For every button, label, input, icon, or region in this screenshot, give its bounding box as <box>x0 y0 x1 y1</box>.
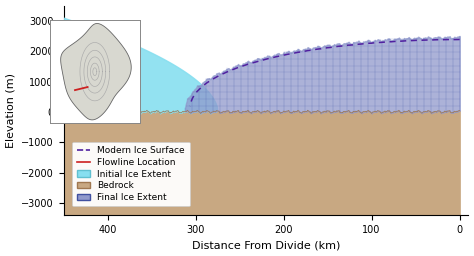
X-axis label: Distance From Divide (km): Distance From Divide (km) <box>192 240 340 250</box>
Legend: Modern Ice Surface, Flowline Location, Initial Ice Extent, Bedrock, Final Ice Ex: Modern Ice Surface, Flowline Location, I… <box>72 142 190 206</box>
Polygon shape <box>61 24 131 120</box>
Y-axis label: Elevation (m): Elevation (m) <box>6 73 16 148</box>
